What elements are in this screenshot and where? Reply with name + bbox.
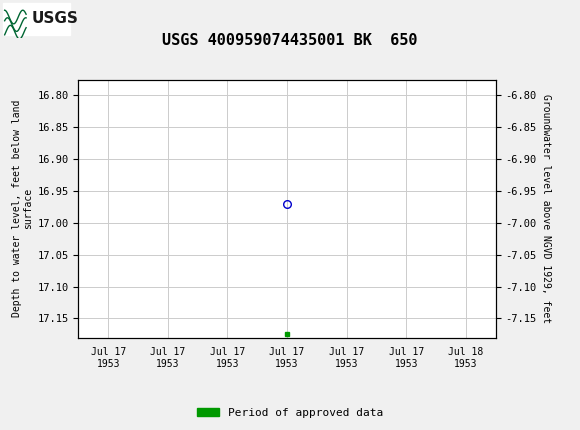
Y-axis label: Depth to water level, feet below land
surface: Depth to water level, feet below land su… <box>12 100 33 317</box>
Text: USGS 400959074435001 BK  650: USGS 400959074435001 BK 650 <box>162 34 418 48</box>
Y-axis label: Groundwater level above NGVD 1929, feet: Groundwater level above NGVD 1929, feet <box>541 94 551 323</box>
Legend: Period of approved data: Period of approved data <box>193 403 387 422</box>
Text: USGS: USGS <box>32 12 79 26</box>
Bar <box>3 3 70 35</box>
